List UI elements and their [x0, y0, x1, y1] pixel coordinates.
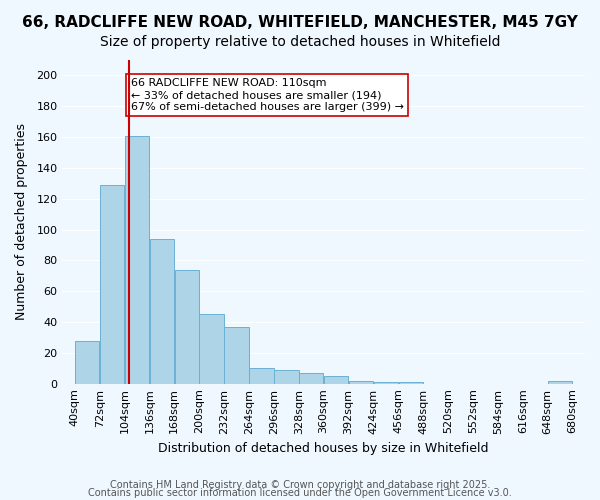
- Bar: [100, 185, 124, 384]
- Bar: [299, 373, 323, 384]
- Text: Size of property relative to detached houses in Whitefield: Size of property relative to detached ho…: [100, 35, 500, 49]
- Bar: [274, 370, 299, 384]
- Text: 66 RADCLIFFE NEW ROAD: 110sqm
← 33% of detached houses are smaller (194)
67% of : 66 RADCLIFFE NEW ROAD: 110sqm ← 33% of d…: [131, 78, 404, 112]
- Bar: [249, 368, 274, 384]
- Y-axis label: Number of detached properties: Number of detached properties: [15, 124, 28, 320]
- Bar: [125, 136, 149, 384]
- Bar: [374, 382, 398, 384]
- Bar: [349, 380, 373, 384]
- Text: Contains public sector information licensed under the Open Government Licence v3: Contains public sector information licen…: [88, 488, 512, 498]
- Bar: [75, 340, 100, 384]
- Bar: [149, 239, 174, 384]
- Bar: [398, 382, 423, 384]
- Bar: [324, 376, 349, 384]
- Bar: [175, 270, 199, 384]
- Text: 66, RADCLIFFE NEW ROAD, WHITEFIELD, MANCHESTER, M45 7GY: 66, RADCLIFFE NEW ROAD, WHITEFIELD, MANC…: [22, 15, 578, 30]
- Bar: [548, 380, 572, 384]
- Text: Contains HM Land Registry data © Crown copyright and database right 2025.: Contains HM Land Registry data © Crown c…: [110, 480, 490, 490]
- Bar: [224, 326, 249, 384]
- Bar: [199, 314, 224, 384]
- X-axis label: Distribution of detached houses by size in Whitefield: Distribution of detached houses by size …: [158, 442, 489, 455]
